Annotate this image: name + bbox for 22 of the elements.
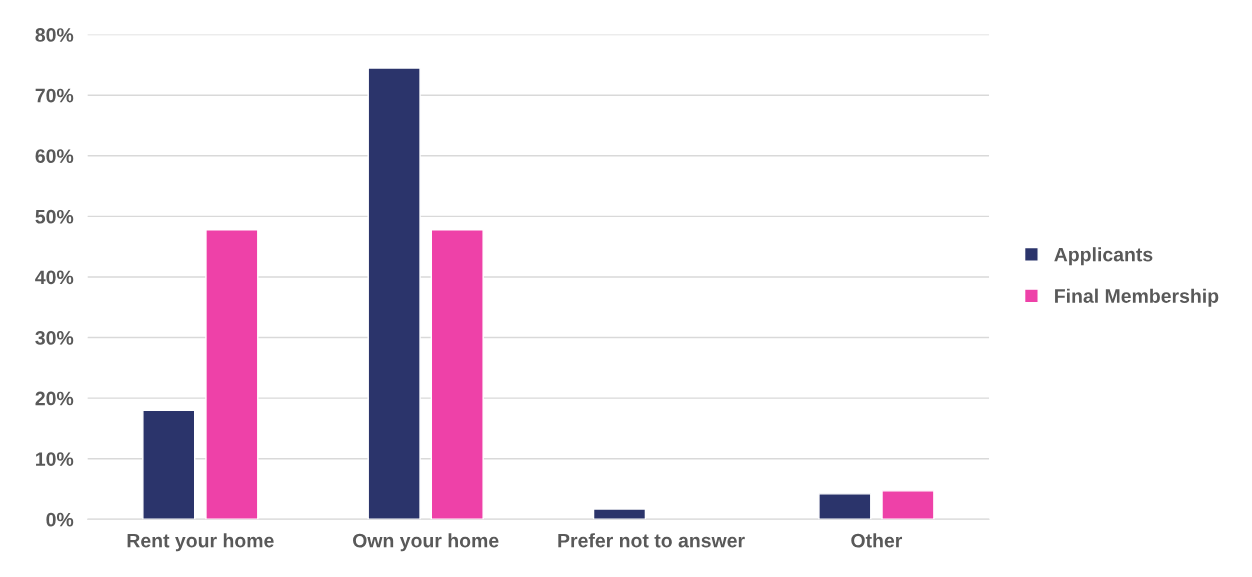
y-tick-label: 80% <box>35 28 74 42</box>
y-tick-label: 70% <box>35 88 74 103</box>
bar <box>430 229 484 520</box>
legend-label: Final Membership <box>1055 288 1219 307</box>
bar <box>205 229 259 520</box>
x-tick-label: Rent your home <box>127 533 274 552</box>
y-tick-label: 0% <box>46 512 74 527</box>
y-tick-label: 10% <box>36 452 74 466</box>
y-tick-label: 30% <box>35 331 74 345</box>
x-tick-label: Own your home <box>353 533 499 552</box>
bar <box>592 508 647 520</box>
y-tick-label: 50% <box>35 209 74 224</box>
x-tick-label: Prefer not to answer <box>558 533 745 548</box>
y-tick-label: 20% <box>35 391 74 406</box>
bar <box>818 493 872 520</box>
legend-label: Applicants <box>1054 247 1153 266</box>
x-tick-label: Other <box>851 533 903 548</box>
y-tick-label: 60% <box>35 149 74 164</box>
bar <box>142 409 196 520</box>
bar <box>881 490 935 520</box>
bar <box>367 67 421 520</box>
y-tick-label: 40% <box>35 270 74 285</box>
